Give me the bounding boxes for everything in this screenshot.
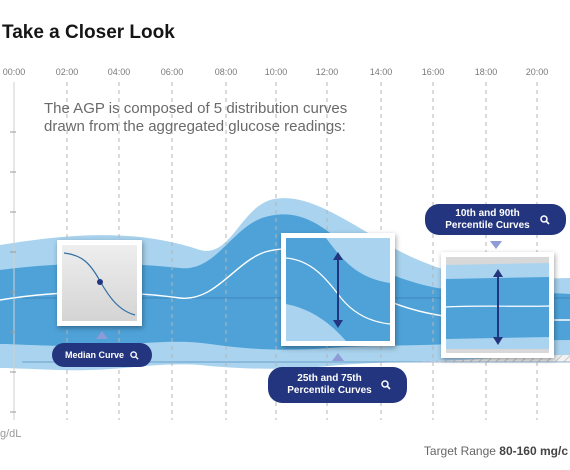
p25-75-label: 25th and 75th Percentile Curves bbox=[285, 373, 375, 397]
target-range-footer: Target Range 80-160 mg/c bbox=[424, 444, 568, 458]
time-label: 00:00 bbox=[3, 67, 26, 77]
median-curve-label: Median Curve bbox=[65, 350, 124, 360]
p25-75-pointer bbox=[332, 353, 344, 361]
time-label: 04:00 bbox=[108, 67, 131, 77]
magnifier-icon bbox=[381, 380, 391, 390]
p25-75-button[interactable]: 25th and 75th Percentile Curves bbox=[268, 367, 407, 403]
time-label: 10:00 bbox=[265, 67, 288, 77]
p10-90-detail bbox=[446, 257, 549, 353]
median-thumbnail[interactable] bbox=[57, 240, 142, 326]
time-label: 16:00 bbox=[422, 67, 445, 77]
p10-90-button[interactable]: 10th and 90th Percentile Curves bbox=[425, 204, 566, 235]
agp-caption: The AGP is composed of 5 distribution cu… bbox=[44, 100, 384, 136]
time-label: 06:00 bbox=[161, 67, 184, 77]
time-label: 20:00 bbox=[526, 67, 549, 77]
time-label: 14:00 bbox=[370, 67, 393, 77]
magnifier-icon bbox=[130, 351, 139, 360]
time-label: 08:00 bbox=[215, 67, 238, 77]
target-range-label: Target Range bbox=[424, 444, 499, 458]
p10-90-pointer bbox=[490, 241, 502, 249]
y-axis-unit: g/dL bbox=[0, 428, 21, 440]
target-range-value: 80-160 mg/c bbox=[499, 444, 568, 458]
magnifier-icon bbox=[540, 215, 550, 225]
p10-90-label: 10th and 90th Percentile Curves bbox=[442, 208, 534, 232]
time-label: 18:00 bbox=[475, 67, 498, 77]
p10-90-thumbnail[interactable] bbox=[441, 252, 554, 358]
time-label: 02:00 bbox=[56, 67, 79, 77]
median-pointer bbox=[96, 331, 108, 339]
median-curve-detail bbox=[62, 245, 137, 321]
time-label: 12:00 bbox=[316, 67, 339, 77]
median-curve-button[interactable]: Median Curve bbox=[52, 343, 152, 367]
p25-75-thumbnail[interactable] bbox=[281, 233, 395, 346]
p25-75-detail bbox=[286, 238, 390, 341]
